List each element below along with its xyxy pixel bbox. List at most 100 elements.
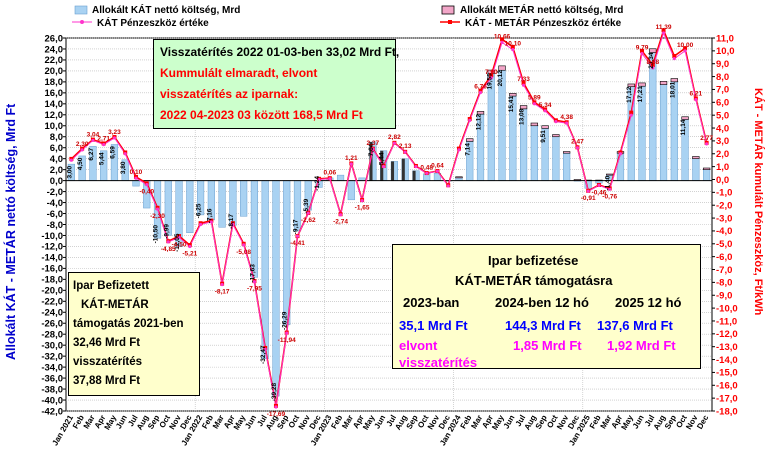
kat-cash-point	[683, 49, 687, 53]
left-tick-label: -12,0	[41, 242, 63, 253]
metar-cost-bar	[519, 105, 528, 110]
katmetar-cash-point	[629, 110, 634, 115]
kat-cost-data-label: 4,50	[77, 157, 84, 170]
left-tick-label: -8,0	[47, 220, 63, 231]
kat-cost-bar	[659, 84, 668, 181]
left-tick-label: 16,0	[45, 88, 64, 99]
kat-cash-point	[295, 234, 300, 238]
legend-kat-bar-swatch	[74, 5, 88, 15]
kat-cost-data-label: 18,01	[669, 81, 676, 98]
kat-cost-bar	[530, 125, 538, 181]
left-tick-label: -20,0	[41, 286, 63, 297]
kat-cost-data-label: -8,17	[228, 214, 235, 229]
kat-cash-point	[489, 76, 493, 80]
kat-cost-data-label: 19,55	[486, 73, 493, 90]
right-tick-label: -5,0	[716, 239, 732, 250]
katmetar-cash-point	[672, 54, 677, 59]
kat-cash-data-label: -5,08	[236, 249, 251, 256]
left-tick-label: -26,0	[41, 319, 63, 330]
metar-cost-bar	[670, 78, 678, 83]
kat-cash-data-label: 2,82	[388, 134, 401, 141]
kat-cash-point	[80, 148, 84, 152]
kat-cash-data-label: 6,76	[474, 84, 487, 91]
left-tick-label: -24,0	[41, 308, 63, 319]
kat-cash-data-label: -0,40	[139, 189, 154, 196]
metar-cost-bar	[702, 167, 711, 170]
metar-cost-bar	[606, 173, 614, 176]
left-tick-label: -22,0	[41, 297, 63, 308]
kat-cost-bar-shadow	[391, 161, 395, 181]
kat-cash-data-label: 0,06	[323, 170, 336, 177]
katmetar-cash-point	[478, 88, 483, 93]
kat-cash-point	[694, 98, 698, 102]
kat-cash-point	[123, 152, 127, 156]
kat-cost-bar	[563, 152, 571, 181]
kat-cash-point	[575, 146, 580, 150]
kat-cost-data-label: -32,47	[260, 345, 267, 364]
left-tick-label: 14,0	[45, 99, 64, 110]
kat-cash-point	[285, 331, 289, 335]
kat-cash-data-label: 2,37	[367, 140, 380, 147]
kat-cash-data-label: 10,66	[494, 33, 511, 40]
katmetar-cash-point	[489, 73, 494, 78]
kat-cost-data-label: -17,63	[249, 264, 256, 283]
left-tick-label: 6,0	[50, 143, 63, 154]
right-tick-label: 9,0	[716, 59, 729, 70]
left-tick-label: -4,0	[47, 198, 63, 209]
left-tick-label: -18,0	[41, 275, 63, 286]
metar-cost-bar	[659, 81, 668, 85]
kat-cash-data-label: 2,77	[700, 135, 713, 142]
kat-cash-point	[392, 141, 396, 145]
kat-cost-bar	[347, 180, 355, 201]
left-box-line-6: 37,88 Mrd Ft	[73, 375, 141, 387]
kat-cash-point	[231, 222, 235, 227]
kat-cash-data-label: 6,21	[690, 91, 703, 98]
kat-cash-data-label: -4,50	[172, 241, 187, 248]
kat-cash-data-label: 5,34	[539, 102, 552, 109]
right-tick-label: 4,0	[716, 123, 729, 134]
kat-cash-data-label: -17,69	[267, 411, 286, 418]
kat-cash-data-label: -2,62	[301, 217, 316, 224]
left-tick-label: -36,0	[41, 373, 63, 384]
industry-2021-box: Ipar Befizetett KÁT-METÁR támogatás 2021…	[68, 272, 200, 396]
kat-cash-point	[586, 189, 590, 193]
kat-cash-point	[360, 199, 364, 203]
metar-cost-bar	[455, 176, 463, 179]
kat-cash-point	[242, 243, 246, 247]
kat-cash-data-label: -4,85	[161, 246, 176, 253]
metar-cost-bar	[638, 82, 646, 87]
kat-cash-data-label: 2,71	[97, 136, 110, 143]
kat-cash-data-label: 3,04	[87, 131, 100, 138]
kat-cash-data-label: 9,79	[636, 45, 649, 52]
right-tick-label: -18,0	[716, 406, 738, 417]
col2-value: 144,3 Mrd Ft	[505, 318, 581, 333]
kat-cash-point	[263, 347, 267, 351]
left-tick-label: -32,0	[41, 351, 63, 362]
metar-cost-bar	[541, 125, 549, 129]
right-tick-label: -1,0	[716, 188, 732, 199]
kat-cash-data-label: -7,95	[247, 286, 262, 293]
katmetar-cash-point	[640, 48, 645, 53]
kat-cash-point	[543, 109, 547, 113]
right-tick-label: 1,0	[716, 162, 729, 173]
right-tick-label: -4,0	[716, 226, 732, 237]
kat-cost-bar	[616, 152, 625, 181]
note-line-3: visszatérítés az iparnak:	[160, 87, 299, 101]
katmetar-cash-point	[650, 63, 655, 68]
kat-cost-bar-shadow	[401, 158, 405, 181]
left-axis-label: Allokált KÁT - METÁR nettó költség, Mrd …	[4, 103, 18, 360]
left-tick-label: 4,0	[50, 154, 63, 165]
kat-cost-bar	[336, 174, 345, 181]
kat-cost-data-label: -39,28	[271, 382, 278, 401]
kat-cash-point	[661, 31, 666, 35]
kat-cash-point	[457, 148, 461, 152]
refund-label-2: visszatérítés	[399, 355, 478, 370]
note-line-1: Visszatérítés 2022 01-03-ben 33,02 Mrd F…	[160, 45, 400, 59]
kat-cost-data-label: -10,50	[153, 225, 160, 244]
kat-cost-data-label: -12,05	[174, 233, 181, 252]
left-tick-label: -6,0	[47, 209, 63, 220]
metar-cost-bar	[498, 65, 506, 71]
kat-cash-data-label: -2,74	[333, 219, 348, 226]
right-tick-label: -10,0	[716, 303, 738, 314]
kat-cost-data-label: 6,59	[109, 146, 116, 159]
